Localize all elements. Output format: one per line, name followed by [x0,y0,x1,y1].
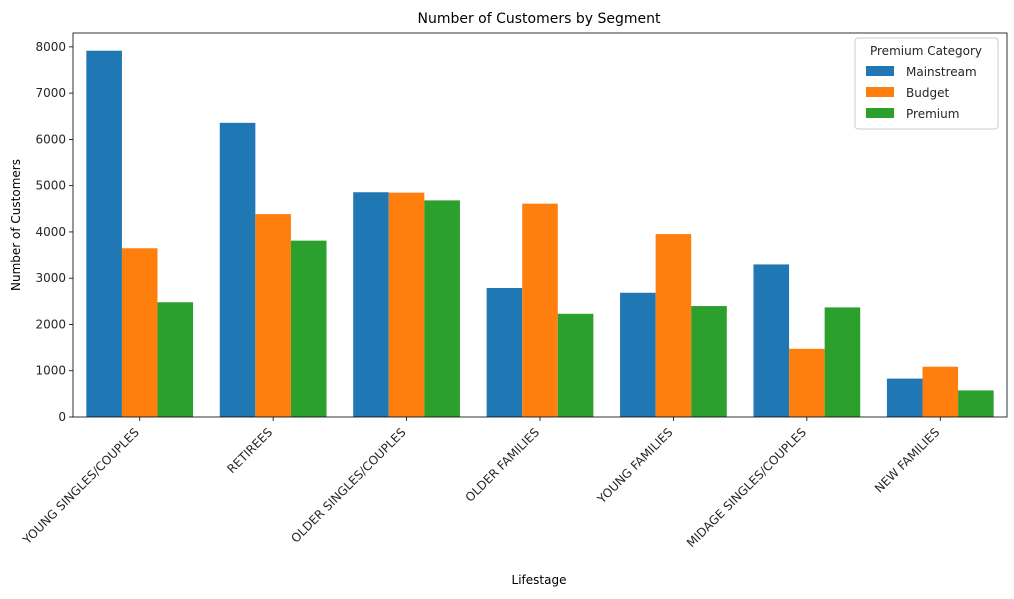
legend-frame [854,37,999,130]
y-tick-label: 5000 [35,179,66,193]
y-axis-label: Number of Customers [9,159,23,291]
bar-budget [789,348,825,417]
x-tick-label: MIDAGE SINGLES/COUPLES [684,425,809,550]
bar-budget [922,366,959,417]
bars-group [86,50,994,418]
legend-swatch-budget [866,87,894,97]
bar-mainstream [486,288,523,417]
y-tick-label: 6000 [35,132,66,146]
x-tick-label: OLDER FAMILIES [463,425,543,505]
bar-mainstream [886,378,923,417]
y-tick-label: 2000 [35,317,66,331]
bar-mainstream [620,292,656,417]
bar-budget [121,248,158,417]
y-tick-label: 0 [58,410,66,424]
legend-label-budget: Budget [906,86,949,100]
x-tick-label: YOUNG FAMILIES [594,425,676,507]
bar-mainstream [753,264,790,417]
legend-label-mainstream: Mainstream [906,65,977,79]
y-tick-label: 3000 [35,271,66,285]
x-tick-label: NEW FAMILIES [872,425,942,495]
bar-premium [157,302,194,417]
bar-mainstream [86,50,122,418]
bar-premium [958,390,994,417]
bar-premium [824,307,861,417]
x-axis: YOUNG SINGLES/COUPLES RETIREES OLDER SINGL… [19,417,942,550]
legend-label-premium: Premium [906,107,959,121]
bar-budget [655,234,692,417]
x-tick-label: YOUNG SINGLES/COUPLES [19,425,141,547]
legend-swatch-mainstream [866,66,894,76]
bar-budget [255,214,291,417]
legend: Premium Category Mainstream Budget Premium [854,37,999,130]
bar-premium [424,200,460,417]
y-tick-label: 1000 [35,364,66,378]
bar-premium [691,306,727,417]
x-axis-label: Lifestage [512,573,567,587]
y-tick-label: 4000 [35,225,66,239]
bar-budget [522,203,558,417]
x-tick-label: RETIREES [224,425,275,476]
bar-premium [290,240,327,417]
bar-premium [557,313,594,417]
x-tick-label: OLDER SINGLES/COUPLES [288,425,408,545]
y-tick-label: 7000 [35,86,66,100]
bar-budget [388,192,425,417]
chart-title: Number of Customers by Segment [417,11,661,27]
legend-title: Premium Category [870,44,982,58]
bar-mainstream [219,122,256,418]
y-tick-label: 8000 [35,40,66,54]
bar-mainstream [353,192,389,417]
y-axis: 0 1000 2000 3000 4000 5000 6000 7000 8000 [35,40,73,424]
legend-swatch-premium [866,108,894,118]
plot-frame [72,32,1008,418]
